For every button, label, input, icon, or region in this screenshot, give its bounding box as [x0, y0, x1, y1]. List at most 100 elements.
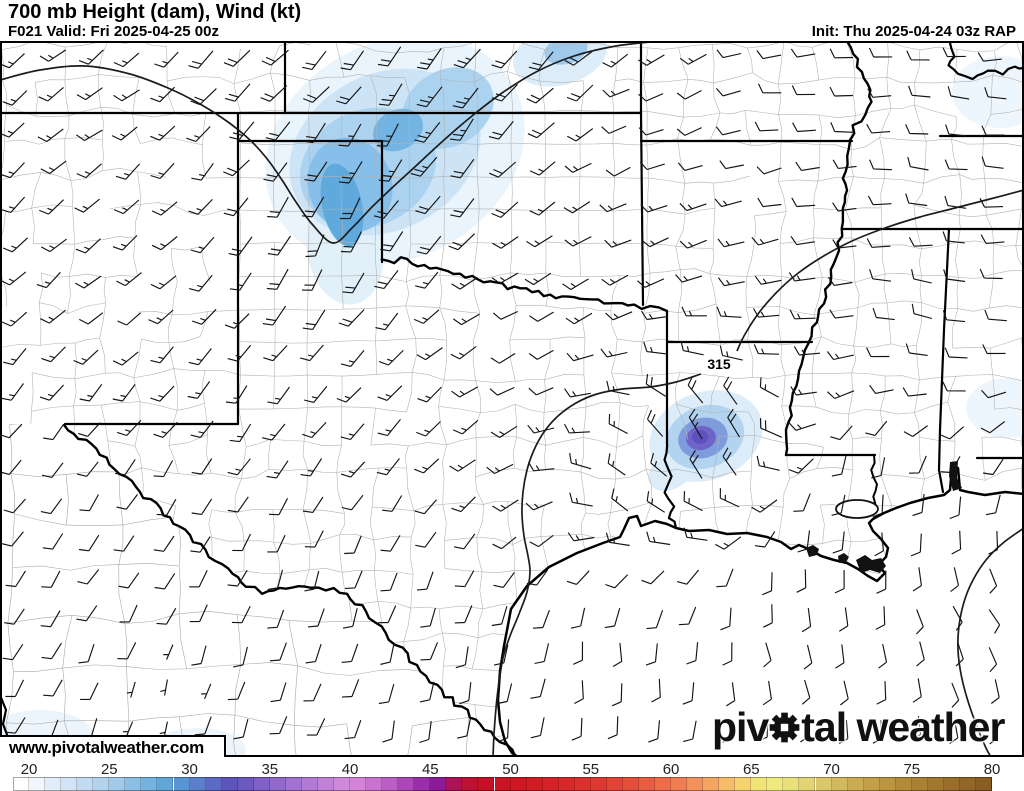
colorbar-cell [831, 777, 848, 791]
colorbar-cell [205, 777, 222, 791]
colorbar-cell [157, 777, 174, 791]
colorbar-cell [542, 777, 559, 791]
colorbar-cell [237, 777, 254, 791]
colorbar-cell [398, 777, 415, 791]
colorbar-cell [574, 777, 591, 791]
colorbar-cell [767, 777, 784, 791]
colorbar-cell [976, 777, 993, 791]
colorbar-cell [334, 777, 351, 791]
colorbar-cell [350, 777, 367, 791]
colorbar-cell [655, 777, 672, 791]
colorbar-cell [77, 777, 94, 791]
colorbar-tick: 60 [662, 761, 680, 778]
watermark-url: www.pivotalweather.com [9, 738, 204, 757]
weather-map: 315 [0, 41, 1024, 757]
colorbar-cell [735, 777, 752, 791]
colorbar-cell [606, 777, 623, 791]
watermark-box: www.pivotalweather.com [0, 735, 226, 759]
forecast-valid-label: F021 Valid: Fri 2025-04-25 00z [8, 23, 219, 40]
height-contour-a [0, 41, 661, 244]
mobile-bay [949, 461, 962, 491]
colorbar-cell [799, 777, 816, 791]
colorbar-cell [29, 777, 46, 791]
logo-text-tal-weather: tal weather [801, 704, 1005, 750]
colorbar-tick: 75 [903, 761, 921, 778]
colorbar-cell [430, 777, 447, 791]
colorbar-cell [879, 777, 896, 791]
state-borders [0, 41, 1024, 757]
model-init-label: Init: Thu 2025-04-24 03z RAP [811, 23, 1016, 40]
colorbar-cell [125, 777, 142, 791]
colorbar-cell [189, 777, 206, 791]
colorbar-cell [510, 777, 527, 791]
lake-pontchartrain [835, 499, 879, 519]
colorbar-cell [863, 777, 880, 791]
colorbar-cell [446, 777, 463, 791]
colorbar-cell [815, 777, 832, 791]
colorbar-cell [13, 777, 30, 791]
colorbar-cell [590, 777, 607, 791]
logo-text-piv: piv [712, 704, 769, 750]
red-river [380, 256, 669, 313]
colorbar-cell [221, 777, 238, 791]
colorbar-cell [301, 777, 318, 791]
colorbar-cell [494, 777, 511, 791]
colorbar-cell [783, 777, 800, 791]
wind-barbs [0, 46, 1007, 745]
marsh [806, 545, 819, 557]
colorbar-tick: 20 [20, 761, 38, 778]
mississippi-river [784, 41, 873, 457]
colorbar-frame [13, 777, 993, 791]
colorbar-cell [703, 777, 720, 791]
colorbar-cell [895, 777, 912, 791]
colorbar-tick: 45 [421, 761, 439, 778]
colorbar-cell [93, 777, 110, 791]
colorbar-tick: 80 [983, 761, 1001, 778]
contour-label-315: 315 [707, 356, 731, 372]
colorbar-cell [382, 777, 399, 791]
height-contour-se [957, 527, 1024, 757]
colorbar-tick: 70 [823, 761, 840, 778]
colorbar-tick: 65 [742, 761, 760, 778]
colorbar-cell [253, 777, 270, 791]
colorbar-cell [927, 777, 944, 791]
mississippi-delta [856, 555, 886, 573]
pivotal-weather-logo: piv tal weather [712, 704, 1005, 751]
contour-label-bg [702, 354, 736, 373]
colorbar-cell [269, 777, 286, 791]
colorbar-tick: 50 [502, 761, 519, 778]
colorbar-cell [911, 777, 928, 791]
sabine-river [663, 443, 678, 530]
rio-grande-river [62, 423, 519, 757]
colorbar-cell [478, 777, 495, 791]
colorbar-cell [943, 777, 960, 791]
colorbar-tick: 30 [181, 761, 198, 778]
page-title: 700 mb Height (dam), Wind (kt) [8, 1, 302, 23]
colorbar-cell [462, 777, 479, 791]
marsh [838, 553, 849, 563]
colorbar-cell [45, 777, 62, 791]
gulf-coastline [496, 466, 1024, 757]
colorbar-cell [317, 777, 334, 791]
height-contour-315-east [492, 373, 702, 757]
colorbar-cell [141, 777, 158, 791]
colorbar-cell [109, 777, 126, 791]
colorbar-cell [61, 777, 78, 791]
colorbar-cell [173, 777, 190, 791]
colorbar-cell [285, 777, 302, 791]
colorbar-cell [687, 777, 704, 791]
colorbar-cell [638, 777, 655, 791]
colorbar-cell [366, 777, 383, 791]
colorbar-tick: 35 [261, 761, 279, 778]
colorbar-tick: 55 [582, 761, 600, 778]
colorbar-cell [622, 777, 639, 791]
colorbar-cell [558, 777, 575, 791]
pearl-river [870, 453, 878, 510]
colorbar-cell [847, 777, 864, 791]
wind-speed-colorbar: 20 25 30 35 40 45 50 55 60 65 70 75 80 [0, 757, 1024, 791]
tennessee-river [947, 41, 1024, 81]
colorbar-cell [414, 777, 431, 791]
colorbar-cell [719, 777, 736, 791]
colorbar-cell [671, 777, 688, 791]
